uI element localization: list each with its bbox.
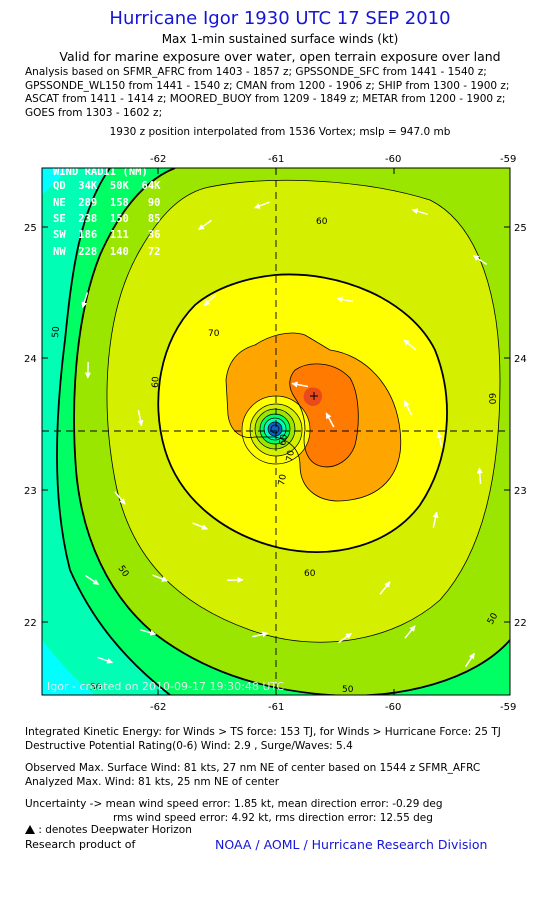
lon-tick-label: -60 <box>385 154 401 165</box>
observed-max-line: Observed Max. Surface Wind: 81 kts, 27 n… <box>25 762 481 774</box>
wind-vector <box>464 652 476 668</box>
wind-vector <box>476 467 483 485</box>
lon-labels-top: -62 -61 -60 -59 <box>150 154 516 165</box>
band-ge80 <box>303 387 322 406</box>
wind-radii-row: NW 228 140 72 <box>53 246 160 258</box>
deepwater-legend: : denotes Deepwater Horizon <box>25 824 192 836</box>
wind-vector <box>404 625 416 639</box>
analysis-line: GPSSONDE_WL150 from 1441 - 1540 z; CMAN … <box>25 79 510 92</box>
wind-vector <box>252 631 269 638</box>
lat-tick-label: 25 <box>24 223 37 234</box>
lat-tick-label: 22 <box>24 618 37 629</box>
wind-vector <box>152 574 168 582</box>
contour-labels: 50 60 70 60 50 60 60 50 70 70 60 50 50 <box>51 217 500 695</box>
wind-vector <box>84 574 100 586</box>
analysis-line: GOES from 1303 - 1602 z; <box>25 106 163 119</box>
contour-label: 60 <box>304 569 316 579</box>
lat-tick-label: 24 <box>24 354 37 365</box>
contour-label: 60 <box>486 393 496 405</box>
lon-tick-label: -62 <box>150 154 166 165</box>
wind-vector <box>432 511 439 528</box>
lat-tick-label: 24 <box>514 354 527 365</box>
wind-vector <box>403 339 417 351</box>
dpr-line: Destructive Potential Rating(0-6) Wind: … <box>25 740 353 752</box>
wind-vector <box>338 632 352 644</box>
lon-tick-label: -59 <box>500 702 516 713</box>
position-line: 1930 z position interpolated from 1536 V… <box>109 126 451 138</box>
lon-tick-label: -60 <box>385 702 401 713</box>
wind-map-svg: 50 60 70 60 50 60 60 50 70 70 60 50 50 W… <box>24 154 527 713</box>
isotachs <box>56 168 510 695</box>
wind-vector <box>203 293 217 307</box>
lon-tick-label: -59 <box>500 154 516 165</box>
wind-vector <box>336 296 354 303</box>
analysis-line: Analysis based on SFMR_AFRC from 1403 - … <box>25 66 487 78</box>
axis-ticks <box>42 168 511 695</box>
wind-radii-header: WIND RADII (NM) <box>53 166 148 178</box>
triangle-icon <box>25 825 35 834</box>
contour-label: 70 <box>285 449 297 462</box>
research-label: Research product of <box>25 838 136 851</box>
lat-tick-label: 23 <box>514 486 527 497</box>
lon-tick-label: -61 <box>268 702 284 713</box>
wind-vector <box>379 581 391 595</box>
wind-radii-columns: QD 34K 50K 64K <box>53 180 161 192</box>
analyzed-max-line: Analyzed Max. Wind: 81 kts, 25 nm NE of … <box>25 776 280 788</box>
contour-label: 60 <box>151 376 161 388</box>
wind-vector <box>192 522 208 530</box>
contour-label: 60 <box>278 433 290 446</box>
contour-label: 70 <box>277 473 289 486</box>
wind-vector <box>403 400 413 416</box>
wind-vector <box>137 410 144 427</box>
contour-label: 50 <box>342 685 354 695</box>
wind-vector <box>114 491 126 505</box>
hrd-credit: NOAA / AOML / Hurricane Research Divisio… <box>215 837 488 852</box>
wind-radii-row: SW 186 111 36 <box>53 229 160 241</box>
lon-tick-label: -62 <box>150 702 166 713</box>
wind-vector <box>81 292 89 309</box>
wind-vector <box>411 208 428 216</box>
uncertainty-line: Uncertainty -> mean wind speed error: 1.… <box>25 798 443 810</box>
wind-vector <box>198 219 212 231</box>
page-subtitle: Max 1-min sustained surface winds (kt) <box>161 32 399 46</box>
contour-label: 50 <box>90 683 102 693</box>
wind-radii-row: SE 238 150 85 <box>53 213 160 225</box>
contour-label: 70 <box>208 329 220 339</box>
wind-field: 50 60 70 60 50 60 60 50 70 70 60 50 50 W… <box>42 166 510 695</box>
lon-labels-bottom: -62 -61 -60 -59 <box>150 702 516 713</box>
lat-tick-label: 23 <box>24 486 37 497</box>
creation-credit: Igor - created on 2010-09-17 19:30:48 UT… <box>47 680 284 693</box>
validity-note: Valid for marine exposure over water, op… <box>59 49 501 64</box>
wind-radii-row: NE 289 158 90 <box>53 197 160 209</box>
page-title: Hurricane Igor 1930 UTC 17 SEP 2010 <box>109 8 451 29</box>
wind-vector <box>253 201 270 209</box>
ike-line: Integrated Kinetic Energy: for Winds > T… <box>25 726 501 738</box>
crosshair <box>42 168 510 695</box>
uncertainty-rms-line: rms wind speed error: 4.92 kt, rms direc… <box>113 812 433 824</box>
wind-vector <box>325 412 335 428</box>
wind-vector <box>291 381 309 388</box>
lon-tick-label: -61 <box>268 154 284 165</box>
max-wind-marker <box>310 392 318 400</box>
lat-labels-right: 25 24 23 22 <box>514 223 527 629</box>
analysis-sources: Analysis based on SFMR_AFRC from 1403 - … <box>25 66 555 120</box>
lat-tick-label: 25 <box>514 223 527 234</box>
wind-vectors <box>81 201 488 668</box>
contour-label: 50 <box>51 326 62 339</box>
lat-tick-label: 22 <box>514 618 527 629</box>
statistics-footer: Integrated Kinetic Energy: for Winds > T… <box>25 725 555 825</box>
deepwater-legend-text: : denotes Deepwater Horizon <box>38 824 192 836</box>
wind-map: 50 60 70 60 50 60 60 50 70 70 60 50 50 W… <box>0 140 560 720</box>
eye-inner <box>268 422 282 436</box>
contour-label: 60 <box>316 217 328 227</box>
wind-vector <box>140 629 157 636</box>
analysis-line: ASCAT from 1411 - 1414 z; MOORED_BUOY fr… <box>25 93 506 105</box>
lat-labels-left: 25 24 23 22 <box>24 223 37 629</box>
wind-vector <box>436 431 443 448</box>
wind-vector <box>472 254 488 266</box>
wind-vector <box>97 656 114 664</box>
wind-radii-table: WIND RADII (NM) QD 34K 50K 64K NE 289 15… <box>53 166 161 258</box>
